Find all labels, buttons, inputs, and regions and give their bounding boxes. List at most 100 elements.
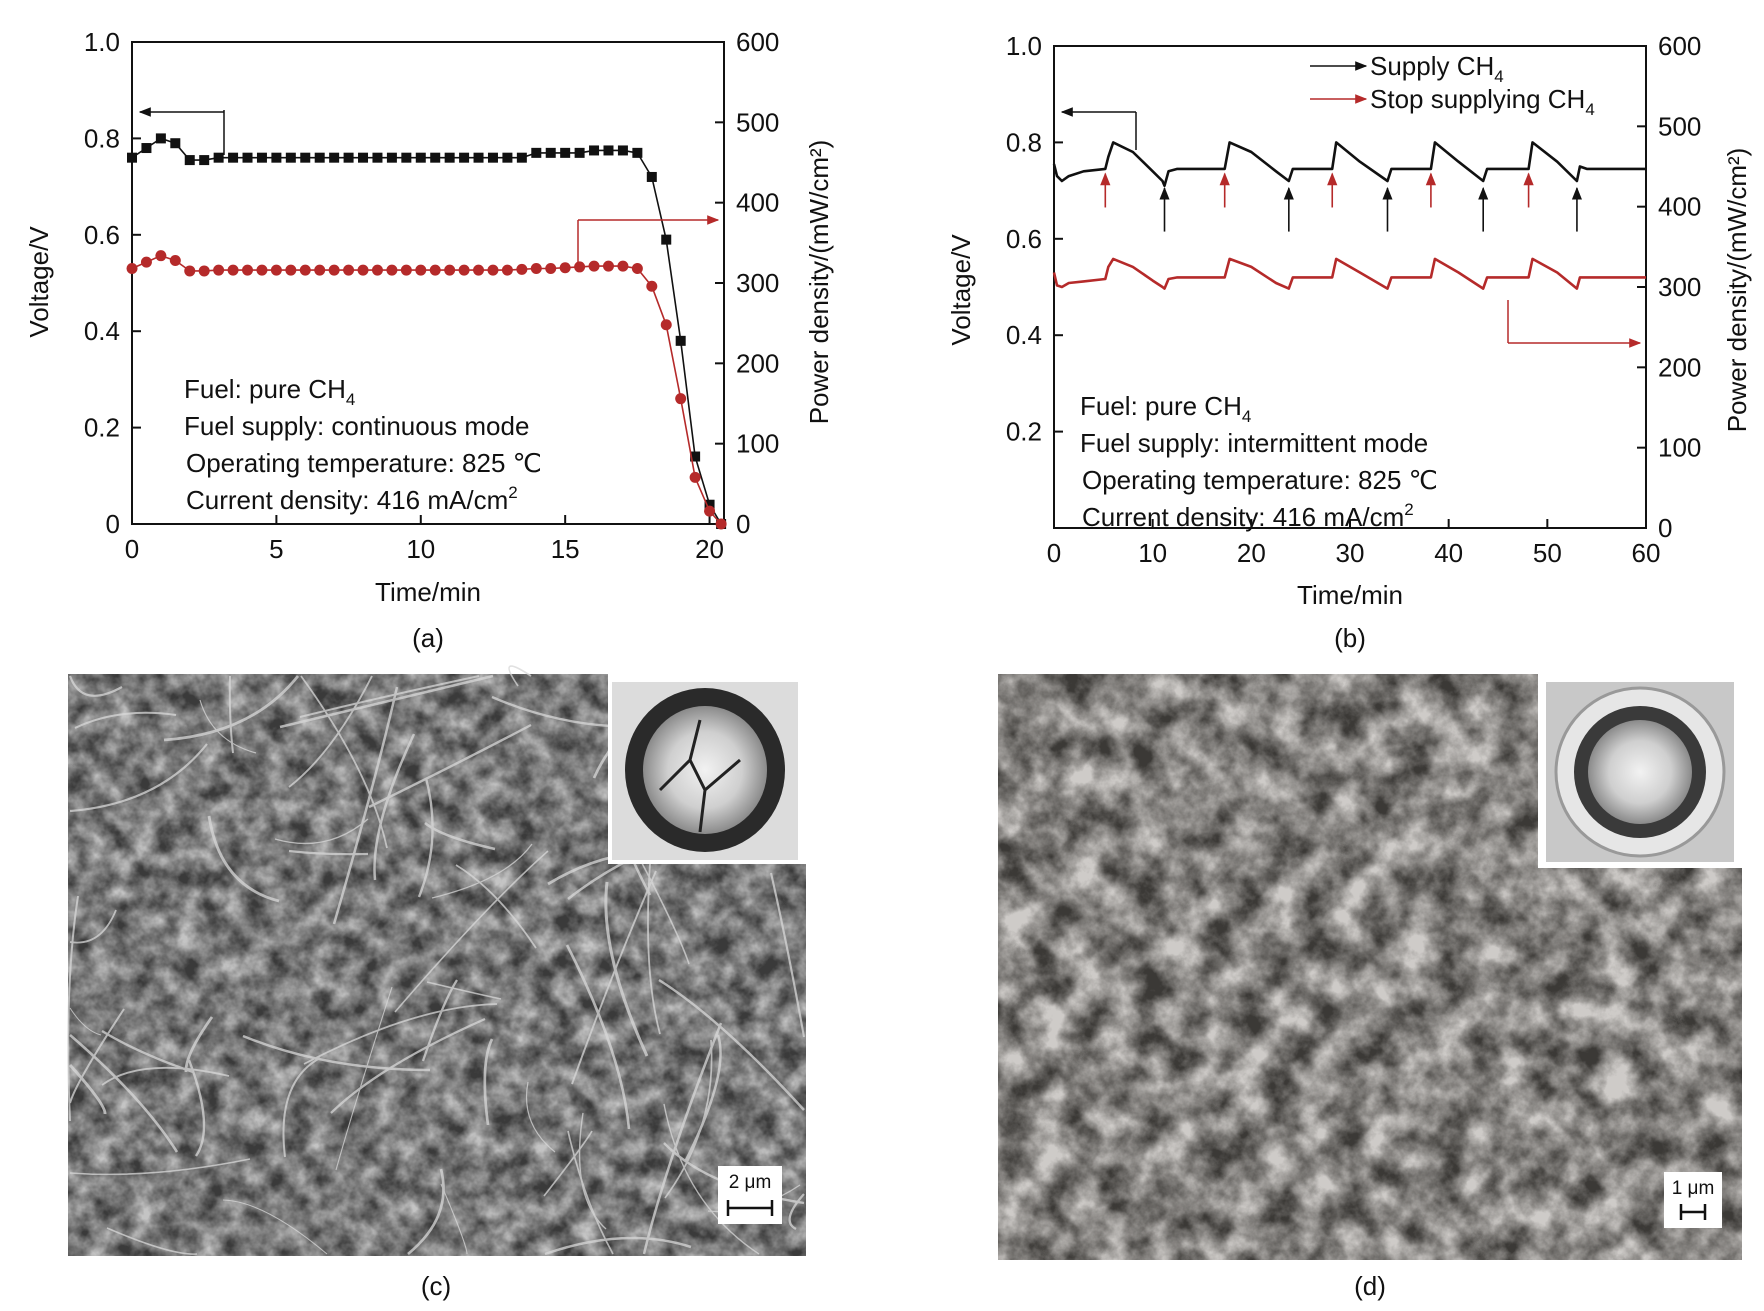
panel-label-d: (d) bbox=[1354, 1271, 1386, 1301]
y2-tick-label: 300 bbox=[736, 268, 779, 298]
y2-tick-label: 0 bbox=[1658, 513, 1672, 543]
inset-cell-disc-d bbox=[1588, 720, 1692, 824]
data-point-voltage bbox=[199, 155, 210, 166]
data-point-voltage bbox=[531, 147, 542, 158]
x-ticks-b: 0 10 20 30 40 50 60 bbox=[1047, 519, 1660, 568]
data-point-voltage bbox=[155, 133, 166, 144]
sem-fiber bbox=[288, 849, 369, 856]
sem-fiber bbox=[288, 675, 373, 788]
inset-cracks-c bbox=[658, 719, 741, 833]
sem-fiber bbox=[222, 1199, 328, 1255]
x-ticks-a: 0 5 10 15 20 bbox=[125, 515, 724, 564]
chart-panel-b: 0 10 20 30 40 50 60 0.2 0.4 0.6 0.8 1.0 0 100 200 300… bbox=[946, 31, 1752, 653]
sem-fiber bbox=[228, 675, 234, 754]
data-point-voltage bbox=[574, 147, 585, 158]
x-tick-label: 30 bbox=[1336, 538, 1365, 568]
y-tick-label: 0 bbox=[106, 509, 120, 539]
sem-fiber bbox=[299, 675, 480, 718]
sem-fiber bbox=[604, 881, 649, 1057]
y2-axis-label-a: Power density/(mW/cm²) bbox=[804, 140, 834, 425]
sem-fiber bbox=[67, 895, 79, 1122]
data-point-power bbox=[530, 263, 542, 275]
legend-supply-label: Supply CH4 bbox=[1370, 51, 1504, 86]
data-point-power bbox=[631, 263, 643, 275]
data-point-voltage bbox=[444, 152, 455, 163]
sem-fiber bbox=[658, 978, 805, 1111]
data-point-power bbox=[184, 265, 196, 277]
sem-fiber bbox=[69, 1007, 102, 1036]
sem-fiber bbox=[578, 1112, 607, 1230]
sem-fiber bbox=[431, 843, 533, 899]
sem-fiber bbox=[417, 777, 434, 898]
annotation-line: Operating temperature: 825 ℃ bbox=[186, 448, 542, 478]
data-point-voltage bbox=[661, 234, 672, 245]
data-point-voltage bbox=[213, 152, 224, 163]
sem-fiber bbox=[455, 864, 537, 949]
sem-fiber bbox=[300, 675, 388, 849]
annotation-line: Fuel: pure CH4 bbox=[1080, 391, 1251, 426]
sem-fiber bbox=[74, 711, 177, 729]
y-tick-label: 0.4 bbox=[84, 316, 120, 346]
sem-fiber bbox=[68, 675, 123, 697]
y-ticks-b: 0.2 0.4 0.6 0.8 1.0 bbox=[1006, 31, 1063, 447]
sem-fiber bbox=[373, 733, 416, 881]
sem-fiber bbox=[207, 815, 280, 903]
data-point-voltage bbox=[300, 152, 311, 163]
data-point-power bbox=[588, 260, 600, 272]
data-point-voltage bbox=[617, 145, 628, 156]
panel-label-a: (a) bbox=[412, 623, 444, 653]
y-axis-label-a: Voltage/V bbox=[24, 226, 54, 338]
sem-fiber bbox=[68, 1064, 107, 1115]
sem-fiber bbox=[274, 818, 369, 845]
y2-tick-label: 300 bbox=[1658, 272, 1701, 302]
y2-tick-label: 400 bbox=[1658, 192, 1701, 222]
data-point-power bbox=[299, 264, 311, 276]
sem-fiber bbox=[525, 1081, 556, 1153]
data-point-voltage bbox=[675, 335, 686, 346]
scale-bar-c bbox=[726, 1200, 774, 1216]
data-point-voltage bbox=[358, 152, 369, 163]
data-point-voltage bbox=[184, 155, 195, 166]
x-axis-label-b: Time/min bbox=[1297, 580, 1403, 610]
series-group-b bbox=[1052, 141, 1646, 290]
y2-axis-label-b: Power density/(mW/cm²) bbox=[1722, 148, 1752, 433]
data-point-power bbox=[501, 264, 513, 276]
data-point-voltage bbox=[329, 152, 340, 163]
sem-fiber bbox=[421, 979, 458, 1062]
sem-fiber bbox=[508, 665, 532, 687]
y2-tick-label: 500 bbox=[736, 107, 779, 137]
data-point-voltage bbox=[545, 147, 556, 158]
data-point-power bbox=[314, 264, 326, 276]
sem-panel-c: 2 μm (c) bbox=[67, 665, 806, 1301]
sem-fiber bbox=[565, 944, 631, 1130]
data-point-power bbox=[169, 255, 181, 267]
data-point-power bbox=[227, 264, 239, 276]
y2-tick-label: 400 bbox=[736, 188, 779, 218]
x-tick-label: 20 bbox=[1237, 538, 1266, 568]
data-point-power bbox=[285, 264, 297, 276]
data-point-voltage bbox=[704, 499, 715, 510]
sem-fiber bbox=[242, 1034, 431, 1072]
data-point-power bbox=[704, 505, 716, 517]
x-tick-label: 10 bbox=[1138, 538, 1167, 568]
data-point-power bbox=[198, 265, 210, 277]
data-point-voltage bbox=[415, 152, 426, 163]
data-point-power bbox=[458, 264, 470, 276]
data-point-power bbox=[140, 256, 152, 268]
sem-fiber bbox=[567, 1130, 614, 1255]
sem-fiber bbox=[491, 695, 611, 728]
data-point-voltage bbox=[646, 171, 657, 182]
event-arrows-b bbox=[1100, 172, 1583, 232]
x-tick-label: 10 bbox=[406, 534, 435, 564]
scale-bar-label-d: 1 μm bbox=[1672, 1178, 1715, 1199]
data-point-power bbox=[617, 260, 629, 272]
y2-tick-label: 600 bbox=[736, 27, 779, 57]
data-point-power bbox=[559, 262, 571, 274]
sem-fiber bbox=[647, 837, 661, 1035]
scale-bar-label-c: 2 μm bbox=[729, 1172, 772, 1193]
sem-fiber bbox=[632, 845, 690, 965]
data-point-voltage bbox=[603, 145, 614, 156]
scale-bar-box-d bbox=[1664, 1172, 1722, 1228]
